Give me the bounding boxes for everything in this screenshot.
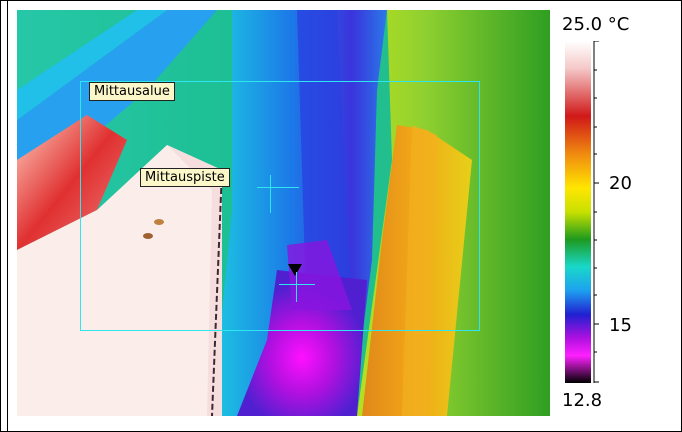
thermal-scene <box>17 10 550 416</box>
cold-spot-crosshair-v <box>296 272 297 302</box>
scale-tick-15-label: 15 <box>609 315 632 336</box>
left-divider <box>7 0 8 432</box>
measurement-area-label[interactable]: Mittausalue <box>89 82 175 101</box>
scale-ticks <box>593 41 599 383</box>
measurement-point-label[interactable]: Mittauspiste <box>140 168 230 187</box>
cold-spot-crosshair-h <box>279 284 315 285</box>
measurement-point-crosshair-h <box>257 187 299 188</box>
speck-1 <box>154 219 164 225</box>
speck-2 <box>143 233 153 239</box>
scale-max-label: 25.0 °C <box>562 14 630 35</box>
thermal-image[interactable]: Mittausalue Mittauspiste <box>17 10 550 416</box>
measurement-point-crosshair-v <box>270 175 271 213</box>
temperature-color-scale <box>565 41 591 383</box>
scale-tick-20-label: 20 <box>609 173 632 194</box>
measurement-area-box[interactable] <box>80 81 480 331</box>
cold-spot-marker-icon <box>288 264 302 276</box>
scale-min-label: 12.8 <box>562 390 603 411</box>
